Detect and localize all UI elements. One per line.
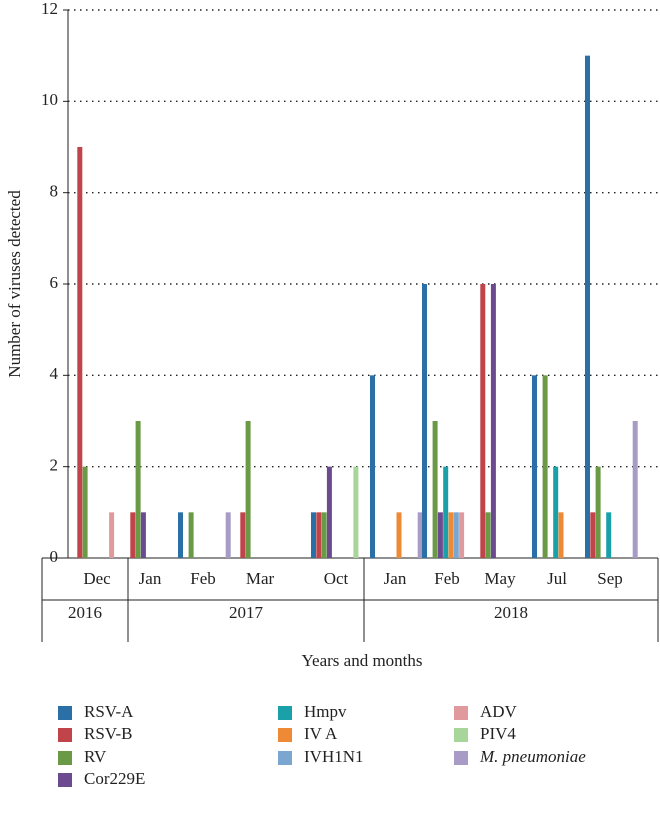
bar: [432, 421, 438, 558]
bar: [321, 512, 327, 558]
y-tick-label: 2: [50, 456, 59, 475]
bar: [542, 375, 548, 558]
bar: [370, 375, 375, 558]
y-axis-label: Number of viruses detected: [5, 190, 24, 378]
bar: [77, 147, 83, 558]
bar: [178, 512, 183, 558]
bar: [396, 512, 402, 558]
y-tick-label: 0: [50, 547, 59, 566]
bar: [485, 512, 491, 558]
legend-label: RV: [84, 747, 107, 766]
bar: [480, 284, 486, 558]
y-tick-label: 4: [50, 364, 59, 383]
bar: [585, 55, 590, 559]
bar: [590, 512, 596, 558]
x-tick-label: Jan: [139, 569, 162, 588]
x-tick-label: Sep: [597, 569, 623, 588]
x-tick-label: Feb: [434, 569, 460, 588]
legend-label: ADV: [480, 702, 518, 721]
bar: [459, 512, 465, 558]
year-label: 2016: [68, 603, 102, 622]
legend-swatch: [454, 706, 468, 720]
bar: [225, 512, 231, 558]
bar: [316, 512, 322, 558]
bar: [453, 512, 459, 558]
legend-swatch: [58, 751, 72, 765]
legend-swatch: [58, 773, 72, 787]
x-tick-label: May: [484, 569, 516, 588]
legend-swatch: [278, 728, 292, 742]
bar: [532, 375, 537, 558]
legend-label: M. pneumoniae: [479, 747, 586, 766]
bar: [326, 466, 332, 558]
x-tick-label: Jul: [547, 569, 567, 588]
legend-label: RSV-A: [84, 702, 134, 721]
legend-swatch: [278, 751, 292, 765]
y-tick-label: 6: [50, 273, 59, 292]
bar: [632, 421, 638, 558]
legend-swatch: [278, 706, 292, 720]
legend-label: RSV-B: [84, 724, 133, 743]
bar: [558, 512, 564, 558]
bar: [443, 466, 449, 558]
legend-swatch: [454, 751, 468, 765]
bar: [240, 512, 246, 558]
bar: [417, 512, 423, 558]
bar: [606, 512, 612, 558]
x-tick-label: Feb: [190, 569, 216, 588]
bar: [140, 512, 146, 558]
bar: [135, 421, 141, 558]
bar: [245, 421, 251, 558]
legend-swatch: [58, 728, 72, 742]
bar: [130, 512, 136, 558]
bar: [353, 466, 359, 558]
bar: [490, 284, 496, 558]
x-tick-label: Oct: [324, 569, 349, 588]
legend-label: IVH1N1: [304, 747, 364, 766]
y-tick-label: 12: [41, 0, 58, 18]
legend-swatch: [454, 728, 468, 742]
x-tick-label: Mar: [246, 569, 275, 588]
x-axis-label: Years and months: [301, 651, 422, 670]
bar: [448, 512, 454, 558]
bar: [422, 284, 427, 558]
bar: [311, 512, 316, 558]
legend-label: Hmpv: [304, 702, 347, 721]
year-label: 2018: [494, 603, 528, 622]
legend-swatch: [58, 706, 72, 720]
bar: [437, 512, 443, 558]
legend-label: Cor229E: [84, 769, 145, 788]
bar: [553, 466, 559, 558]
year-label: 2017: [229, 603, 264, 622]
bar: [595, 466, 601, 558]
bar: [188, 512, 194, 558]
x-tick-label: Jan: [384, 569, 407, 588]
bar: [109, 512, 115, 558]
y-tick-label: 10: [41, 90, 58, 109]
x-tick-label: Dec: [83, 569, 111, 588]
legend-label: IV A: [304, 724, 338, 743]
bar: [82, 466, 88, 558]
legend-label: PIV4: [480, 724, 516, 743]
y-tick-label: 8: [50, 182, 59, 201]
